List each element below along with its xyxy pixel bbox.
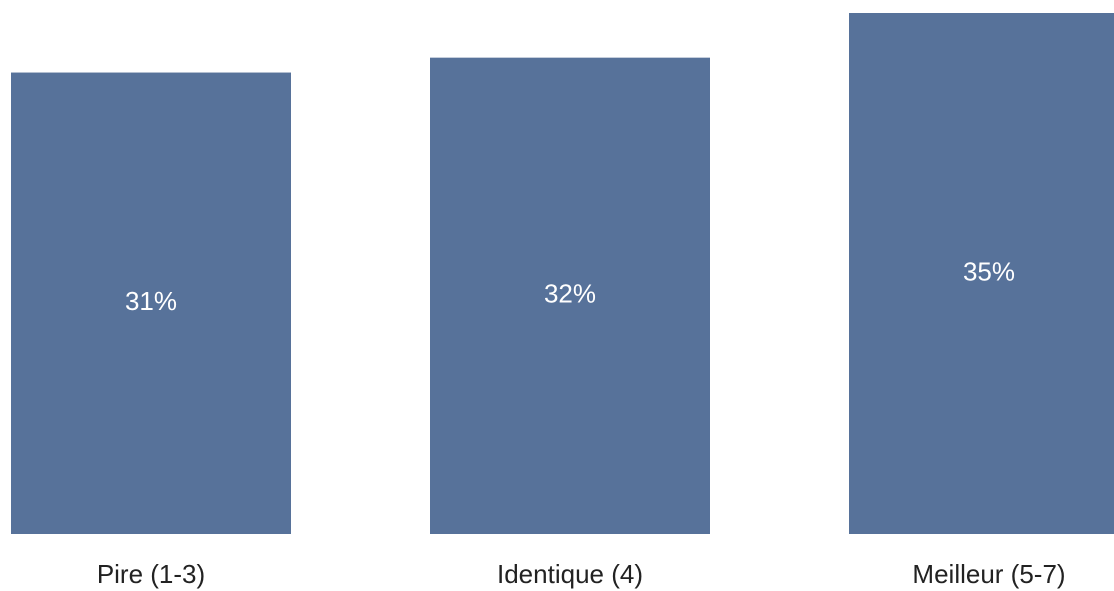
category-label-meilleur-5-7: Meilleur (5-7) <box>912 559 1065 589</box>
value-label-meilleur-5-7: 35% <box>963 256 1015 286</box>
value-label-pire-1-3: 31% <box>125 286 177 316</box>
bar-identique-4 <box>430 57 710 535</box>
bar-pire-1-3 <box>11 72 291 535</box>
value-labels-group: 31% 32% 35% <box>125 256 1015 316</box>
category-label-pire-1-3: Pire (1-3) <box>97 559 205 589</box>
category-labels-group: Pire (1-3) Identique (4) Meilleur (5-7) <box>97 559 1066 589</box>
value-label-identique-4: 32% <box>544 279 596 309</box>
bar-meilleur-5-7 <box>849 13 1114 534</box>
category-label-identique-4: Identique (4) <box>497 559 643 589</box>
bars-group <box>11 13 1114 535</box>
